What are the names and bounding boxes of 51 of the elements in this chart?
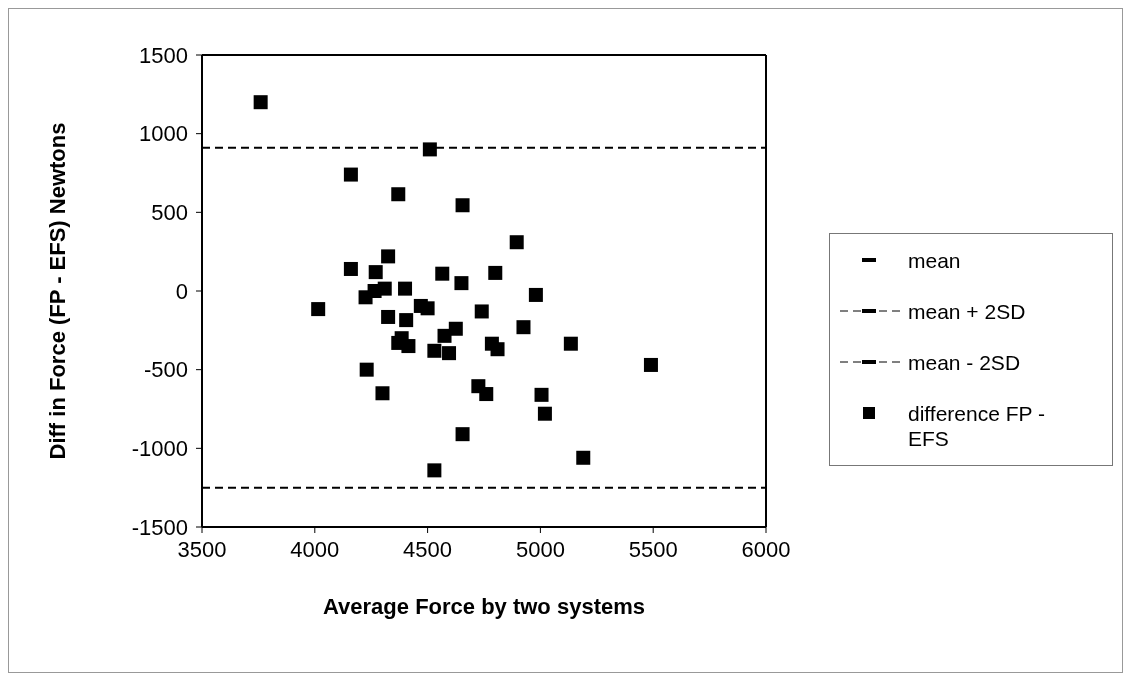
point: [563, 336, 578, 351]
point: [368, 265, 383, 280]
point: [399, 313, 414, 328]
point: [253, 95, 268, 110]
point: [516, 320, 531, 335]
point: [488, 265, 503, 280]
point: [343, 167, 358, 182]
legend-label: mean: [908, 248, 962, 273]
point: [534, 387, 549, 402]
point: [437, 328, 452, 343]
legend-label: mean - 2SD: [908, 350, 1022, 375]
point: [311, 302, 326, 317]
y-tick-label: 500: [151, 200, 188, 226]
point: [381, 309, 396, 324]
point: [420, 301, 435, 316]
x-tick-label: 6000: [741, 536, 791, 562]
y-tick-label: -500: [143, 357, 188, 383]
point: [454, 276, 469, 291]
point: [455, 427, 470, 442]
point: [509, 235, 524, 250]
x-tick-label: 4500: [403, 536, 453, 562]
point: [391, 187, 406, 202]
point: [427, 463, 442, 478]
x-tick-label: 5500: [628, 536, 678, 562]
legend-label: difference FP - EFS: [908, 401, 1046, 451]
point: [398, 281, 413, 296]
y-tick-label: -1000: [131, 436, 188, 462]
point: [537, 406, 552, 421]
point: [479, 387, 494, 402]
x-tick-label: 5000: [515, 536, 565, 562]
y-axis-title: Diff in Force (FP - EFS) Newtons: [44, 122, 70, 460]
point: [427, 343, 442, 358]
y-tick-label: 0: [175, 278, 188, 304]
y-tick-label: 1500: [139, 42, 188, 68]
point: [343, 261, 358, 276]
x-axis-title: Average Force by two systems: [323, 594, 645, 619]
point: [643, 357, 658, 372]
x-tick-label: 4000: [290, 536, 340, 562]
point: [528, 287, 543, 302]
point: [442, 346, 457, 361]
legend-label: mean + 2SD: [908, 299, 1027, 324]
point: [375, 386, 390, 401]
point: [474, 304, 489, 319]
point: [435, 266, 450, 281]
point: [422, 142, 437, 157]
y-tick-label: 1000: [139, 121, 188, 147]
point: [381, 249, 396, 264]
point: [377, 281, 392, 296]
point: [455, 198, 470, 213]
point: [576, 450, 591, 465]
point: [359, 362, 374, 377]
